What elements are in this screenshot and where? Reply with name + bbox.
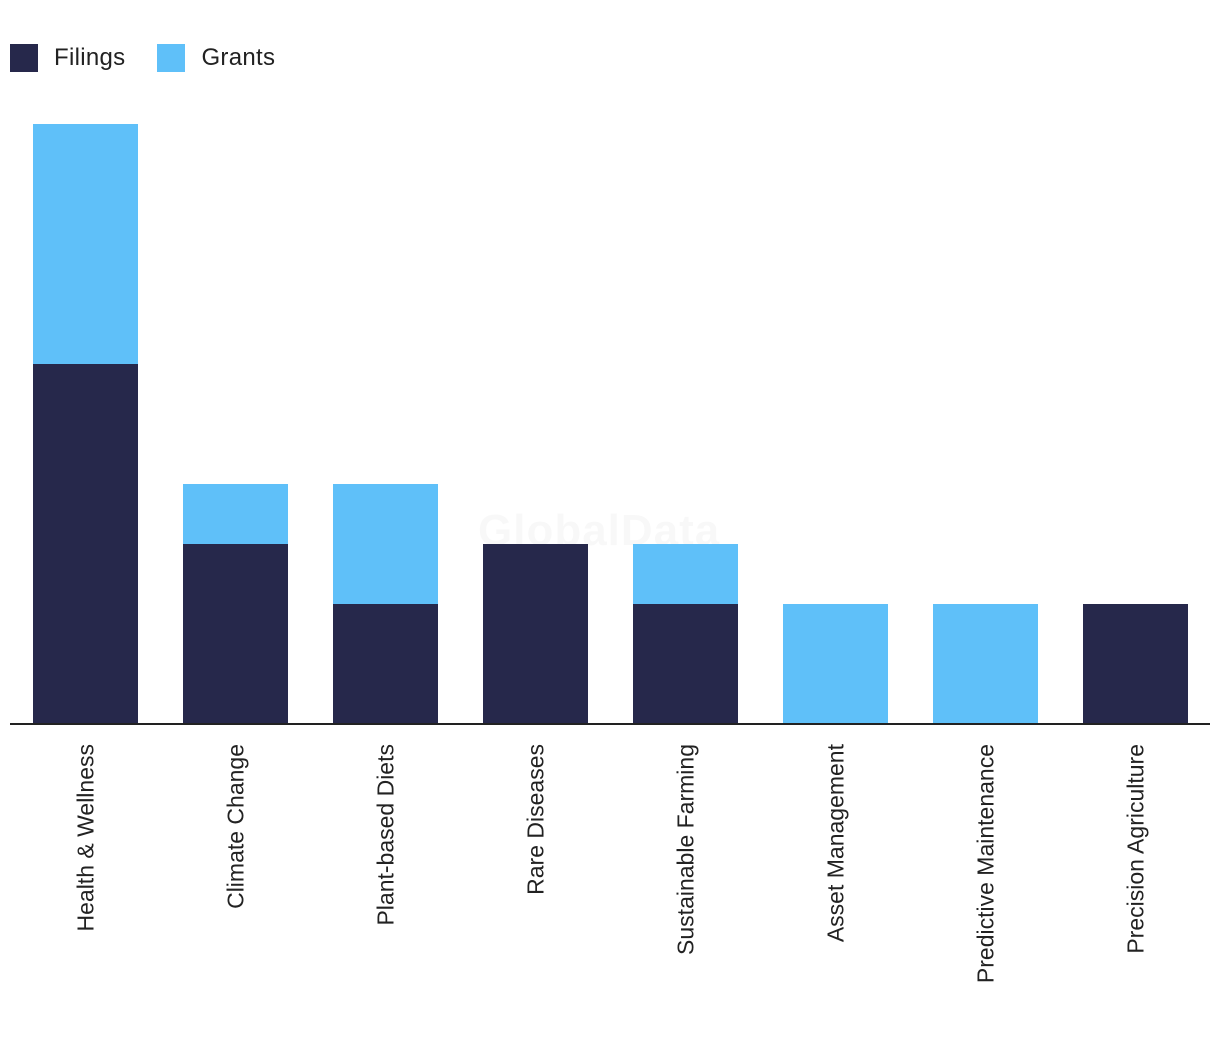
legend-item-filings: Filings: [10, 44, 125, 72]
bar-filings-climate-change: [183, 544, 288, 724]
x-tick-label-plant-based-diets: Plant-based Diets: [373, 744, 399, 926]
bar-grants-asset-management: [783, 604, 888, 724]
bar-grants-health-and-wellness: [33, 124, 138, 364]
bar-filings-plant-based-diets: [333, 604, 438, 724]
x-tick-label-health-and-wellness: Health & Wellness: [73, 744, 99, 932]
x-tick-label-asset-management: Asset Management: [823, 743, 849, 942]
x-tick-label-rare-diseases: Rare Diseases: [523, 744, 549, 895]
x-tick-label-predictive-maintenance: Predictive Maintenance: [973, 744, 999, 983]
legend-label-grants: Grants: [201, 44, 276, 71]
chart-legend: Filings Grants: [10, 42, 307, 74]
bar-filings-precision-agriculture: [1083, 604, 1188, 724]
bar-grants-predictive-maintenance: [933, 604, 1038, 724]
legend-swatch-grants: [157, 44, 186, 72]
x-tick-label-sustainable-farming: Sustainable Farming: [673, 744, 699, 955]
bar-filings-sustainable-farming: [633, 604, 738, 724]
legend-item-grants: Grants: [157, 44, 275, 72]
x-tick-label-precision-agriculture: Precision Agriculture: [1123, 744, 1149, 954]
x-tick-label-climate-change: Climate Change: [223, 744, 249, 909]
bar-grants-climate-change: [183, 484, 288, 544]
bar-filings-rare-diseases: [483, 544, 588, 724]
legend-swatch-filings: [10, 44, 38, 72]
legend-label-filings: Filings: [54, 44, 126, 71]
bar-grants-plant-based-diets: [333, 484, 438, 604]
bar-grants-sustainable-farming: [633, 544, 738, 604]
bar-filings-health-and-wellness: [33, 364, 138, 724]
